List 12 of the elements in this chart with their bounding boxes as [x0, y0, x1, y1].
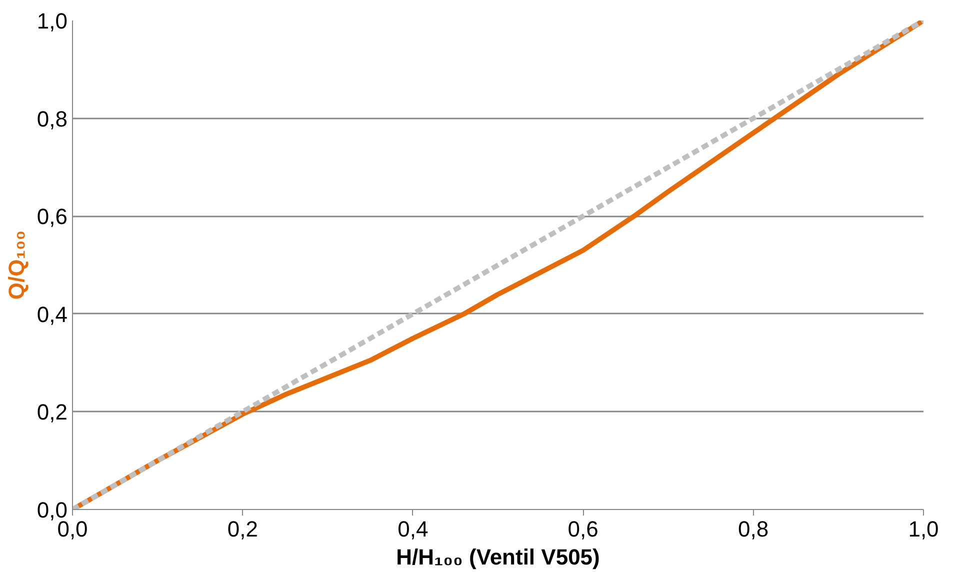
y-tick-label: 0,4	[36, 302, 68, 327]
x-tick-label: 0,6	[568, 516, 598, 542]
y-tick-label: 0,8	[36, 106, 68, 132]
x-axis-title: H/H₁₀₀ (Ventil V505)	[396, 544, 600, 570]
x-tick-label: 0,2	[227, 516, 258, 542]
x-tick-label: 0,4	[398, 516, 428, 542]
y-tick-label: 0,6	[36, 204, 68, 230]
y-tick-label: 0,2	[36, 400, 68, 425]
x-tick-label: 0,8	[738, 516, 769, 542]
x-tick-label: 1,0	[908, 516, 939, 542]
y-tick-label: 1,0	[36, 8, 68, 34]
y-axis-title: Q/Q₁₀₀	[4, 230, 29, 300]
